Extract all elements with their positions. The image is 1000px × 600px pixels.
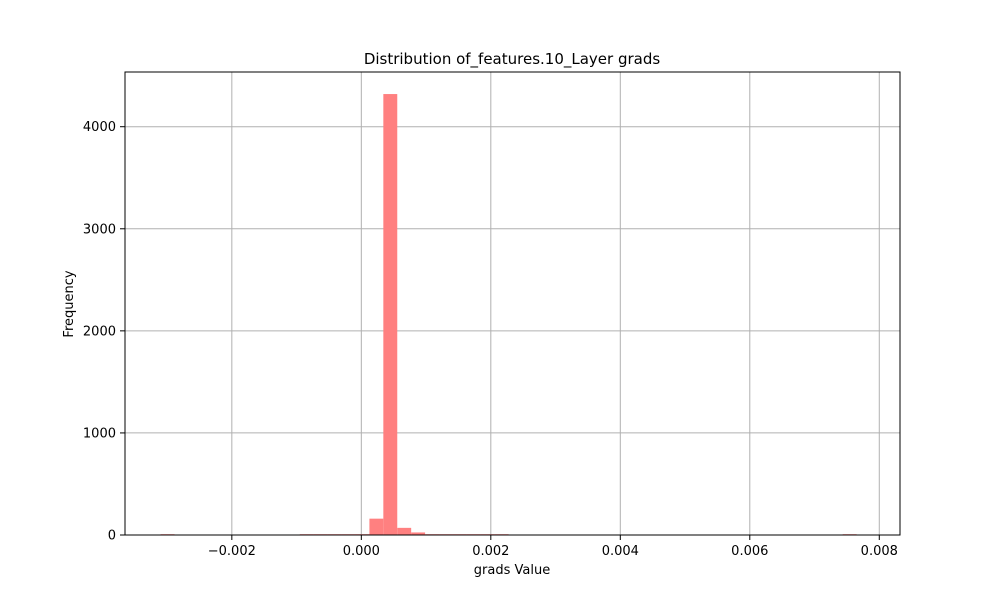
grid-layer	[125, 72, 900, 536]
y-tick-label: 0	[108, 529, 116, 544]
x-tick-label: 0.000	[343, 544, 380, 559]
x-tick-label: 0.002	[472, 544, 509, 559]
ticks-layer: −0.002 0.000 0.002 0.004 0.006 0.008 0 1000 2000…	[83, 120, 898, 559]
histogram-bar	[369, 518, 384, 535]
bars-layer	[160, 94, 857, 536]
x-tick-label: −0.002	[208, 544, 256, 559]
x-tick-label: 0.004	[602, 544, 639, 559]
x-tick-label: 0.008	[861, 544, 898, 559]
chart-title: Distribution of_features.10_Layer grads	[364, 50, 661, 69]
y-axis-label: Frequency	[62, 270, 77, 337]
histogram-bar	[397, 527, 412, 535]
histogram-bar	[411, 532, 426, 535]
y-tick-label: 1000	[83, 426, 116, 441]
y-tick-label: 3000	[83, 222, 116, 237]
y-tick-label: 2000	[83, 324, 116, 339]
x-tick-label: 0.006	[731, 544, 768, 559]
histogram-bar	[383, 94, 398, 536]
y-tick-label: 4000	[83, 120, 116, 135]
axes-frame	[124, 71, 901, 536]
x-axis-label: grads Value	[474, 563, 550, 578]
